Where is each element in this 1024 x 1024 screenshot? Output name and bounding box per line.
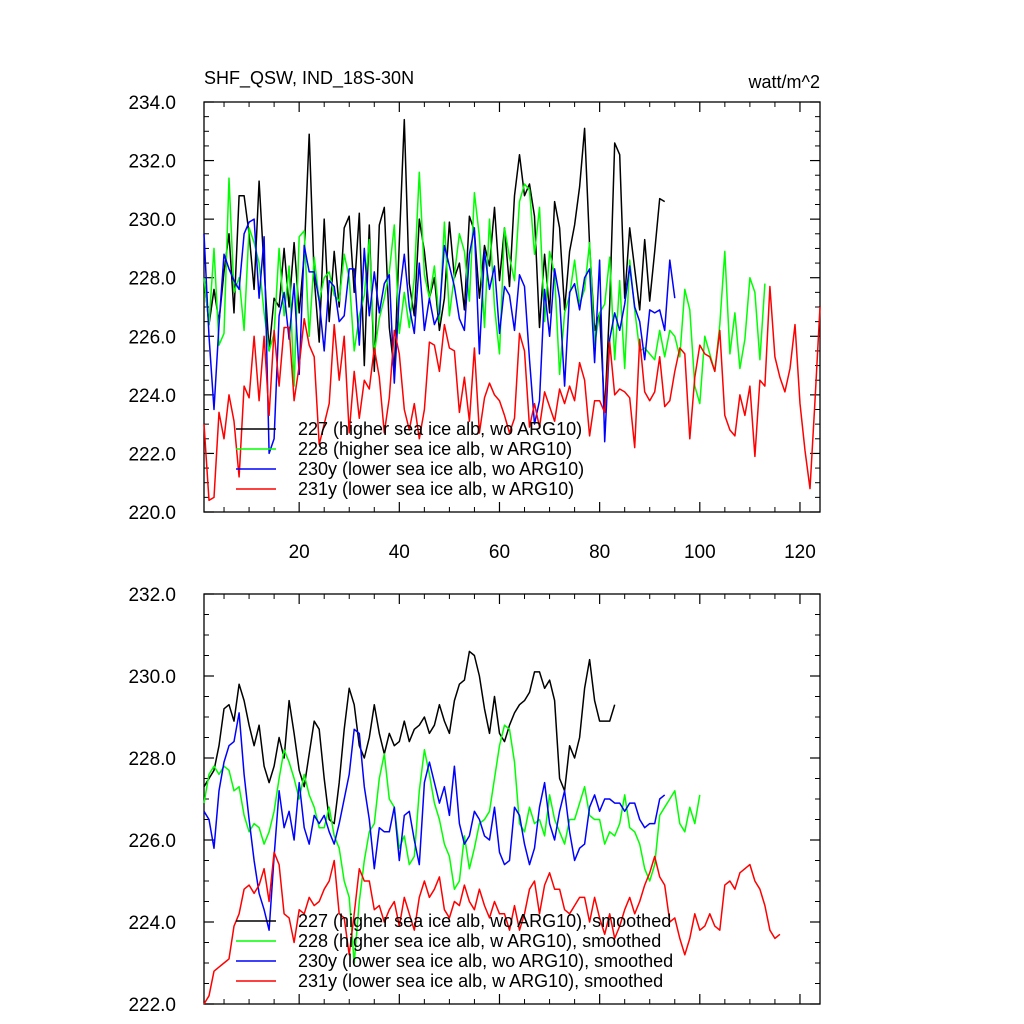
bottom-ytick-label: 228.0	[128, 749, 176, 770]
top-legend-label-0: 227 (higher sea ice alb, wo ARG10)	[298, 419, 582, 439]
top-title: SHF_QSW, IND_18S-30N	[204, 68, 414, 89]
bottom-y-ticks: 222.0 224.0 226.0 228.0 230.0 232.0	[128, 585, 820, 1016]
bottom-series-lines	[203, 650, 781, 1005]
bottom-legend-label-0: 227 (higher sea ice alb, wo ARG10), smoo…	[298, 911, 671, 931]
bottom-series-line-3	[203, 851, 781, 1005]
top-legend-label-1: 228 (higher sea ice alb, w ARG10)	[298, 439, 572, 459]
top-panel: SHF_QSW, IND_18S-30N watt/m^2 220.0 222.0…	[128, 68, 821, 563]
bottom-ytick-label: 226.0	[128, 831, 176, 852]
top-ytick-label: 228.0	[128, 269, 176, 290]
bottom-ytick-label: 230.0	[128, 667, 176, 688]
bottom-series-line-2	[203, 712, 666, 931]
top-y-ticks: 220.0 222.0 224.0 226.0 228.0 230.0 232.0 234.0	[128, 93, 820, 524]
bottom-legend-label-1: 228 (higher sea ice alb, w ARG10), smoot…	[298, 931, 661, 951]
top-ytick-label: 224.0	[128, 386, 176, 407]
top-ytick-label: 222.0	[128, 444, 176, 465]
top-x-ticks: 20 40 60 80 100 120	[223, 102, 816, 563]
bottom-ytick-label: 224.0	[128, 913, 176, 934]
top-ytick-label: 220.0	[128, 503, 176, 524]
top-legend: 227 (higher sea ice alb, wo ARG10)228 (h…	[236, 419, 584, 499]
bottom-legend-label-2: 230y (lower sea ice alb, wo ARG10), smoo…	[298, 951, 673, 971]
top-series-lines	[203, 118, 821, 502]
bottom-legend-label-3: 231y (lower sea ice alb, w ARG10), smoot…	[298, 971, 663, 991]
bottom-ytick-label: 232.0	[128, 585, 176, 606]
bottom-panel: 222.0 224.0 226.0 228.0 230.0 232.0 227 (high…	[128, 585, 821, 1016]
top-ytick-label: 226.0	[128, 327, 176, 348]
top-series-line-0	[203, 118, 666, 414]
top-xtick-label: 40	[389, 542, 410, 563]
top-ytick-label: 232.0	[128, 152, 176, 173]
top-xtick-label: 80	[589, 542, 610, 563]
top-legend-label-3: 231y (lower sea ice alb, w ARG10)	[298, 479, 574, 499]
top-xtick-label: 60	[489, 542, 510, 563]
bottom-legend: 227 (higher sea ice alb, wo ARG10), smoo…	[236, 911, 673, 991]
top-xtick-label: 100	[684, 542, 716, 563]
top-series-line-3	[203, 285, 821, 502]
top-xtick-label: 20	[289, 542, 310, 563]
top-ytick-label: 230.0	[128, 210, 176, 231]
top-units: watt/m^2	[748, 72, 820, 92]
top-series-line-1	[203, 171, 766, 405]
top-ytick-label: 234.0	[128, 93, 176, 114]
top-xtick-label: 120	[784, 542, 816, 563]
bottom-series-line-0	[203, 650, 616, 825]
top-legend-label-2: 230y (lower sea ice alb, wo ARG10)	[298, 459, 584, 479]
bottom-x-ticks	[223, 594, 801, 1004]
bottom-ytick-label: 222.0	[128, 995, 176, 1016]
bottom-series-line-1	[203, 724, 701, 964]
top-series-line-2	[203, 218, 676, 455]
